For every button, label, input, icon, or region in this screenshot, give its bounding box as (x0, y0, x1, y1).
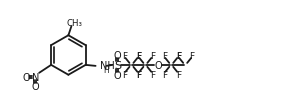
Text: F: F (176, 71, 181, 80)
Text: F: F (162, 71, 167, 80)
Text: F: F (136, 51, 141, 60)
Text: O: O (154, 60, 162, 70)
Text: CH₃: CH₃ (66, 19, 82, 28)
Text: S: S (114, 60, 121, 70)
Text: N: N (32, 72, 39, 82)
Text: F: F (176, 51, 181, 60)
Text: O: O (114, 51, 121, 60)
Text: F: F (122, 51, 127, 60)
Text: H: H (103, 66, 109, 75)
Text: F: F (136, 71, 141, 80)
Text: F: F (136, 51, 141, 60)
Text: F: F (176, 51, 181, 60)
Text: F: F (150, 71, 155, 80)
Text: F: F (136, 71, 141, 80)
Text: F: F (162, 51, 167, 60)
Text: O: O (114, 70, 121, 80)
Text: NH: NH (99, 60, 114, 70)
Text: O: O (22, 72, 30, 82)
Text: F: F (150, 51, 155, 60)
Text: F: F (190, 51, 195, 60)
Text: F: F (122, 71, 127, 80)
Text: O: O (31, 81, 39, 91)
